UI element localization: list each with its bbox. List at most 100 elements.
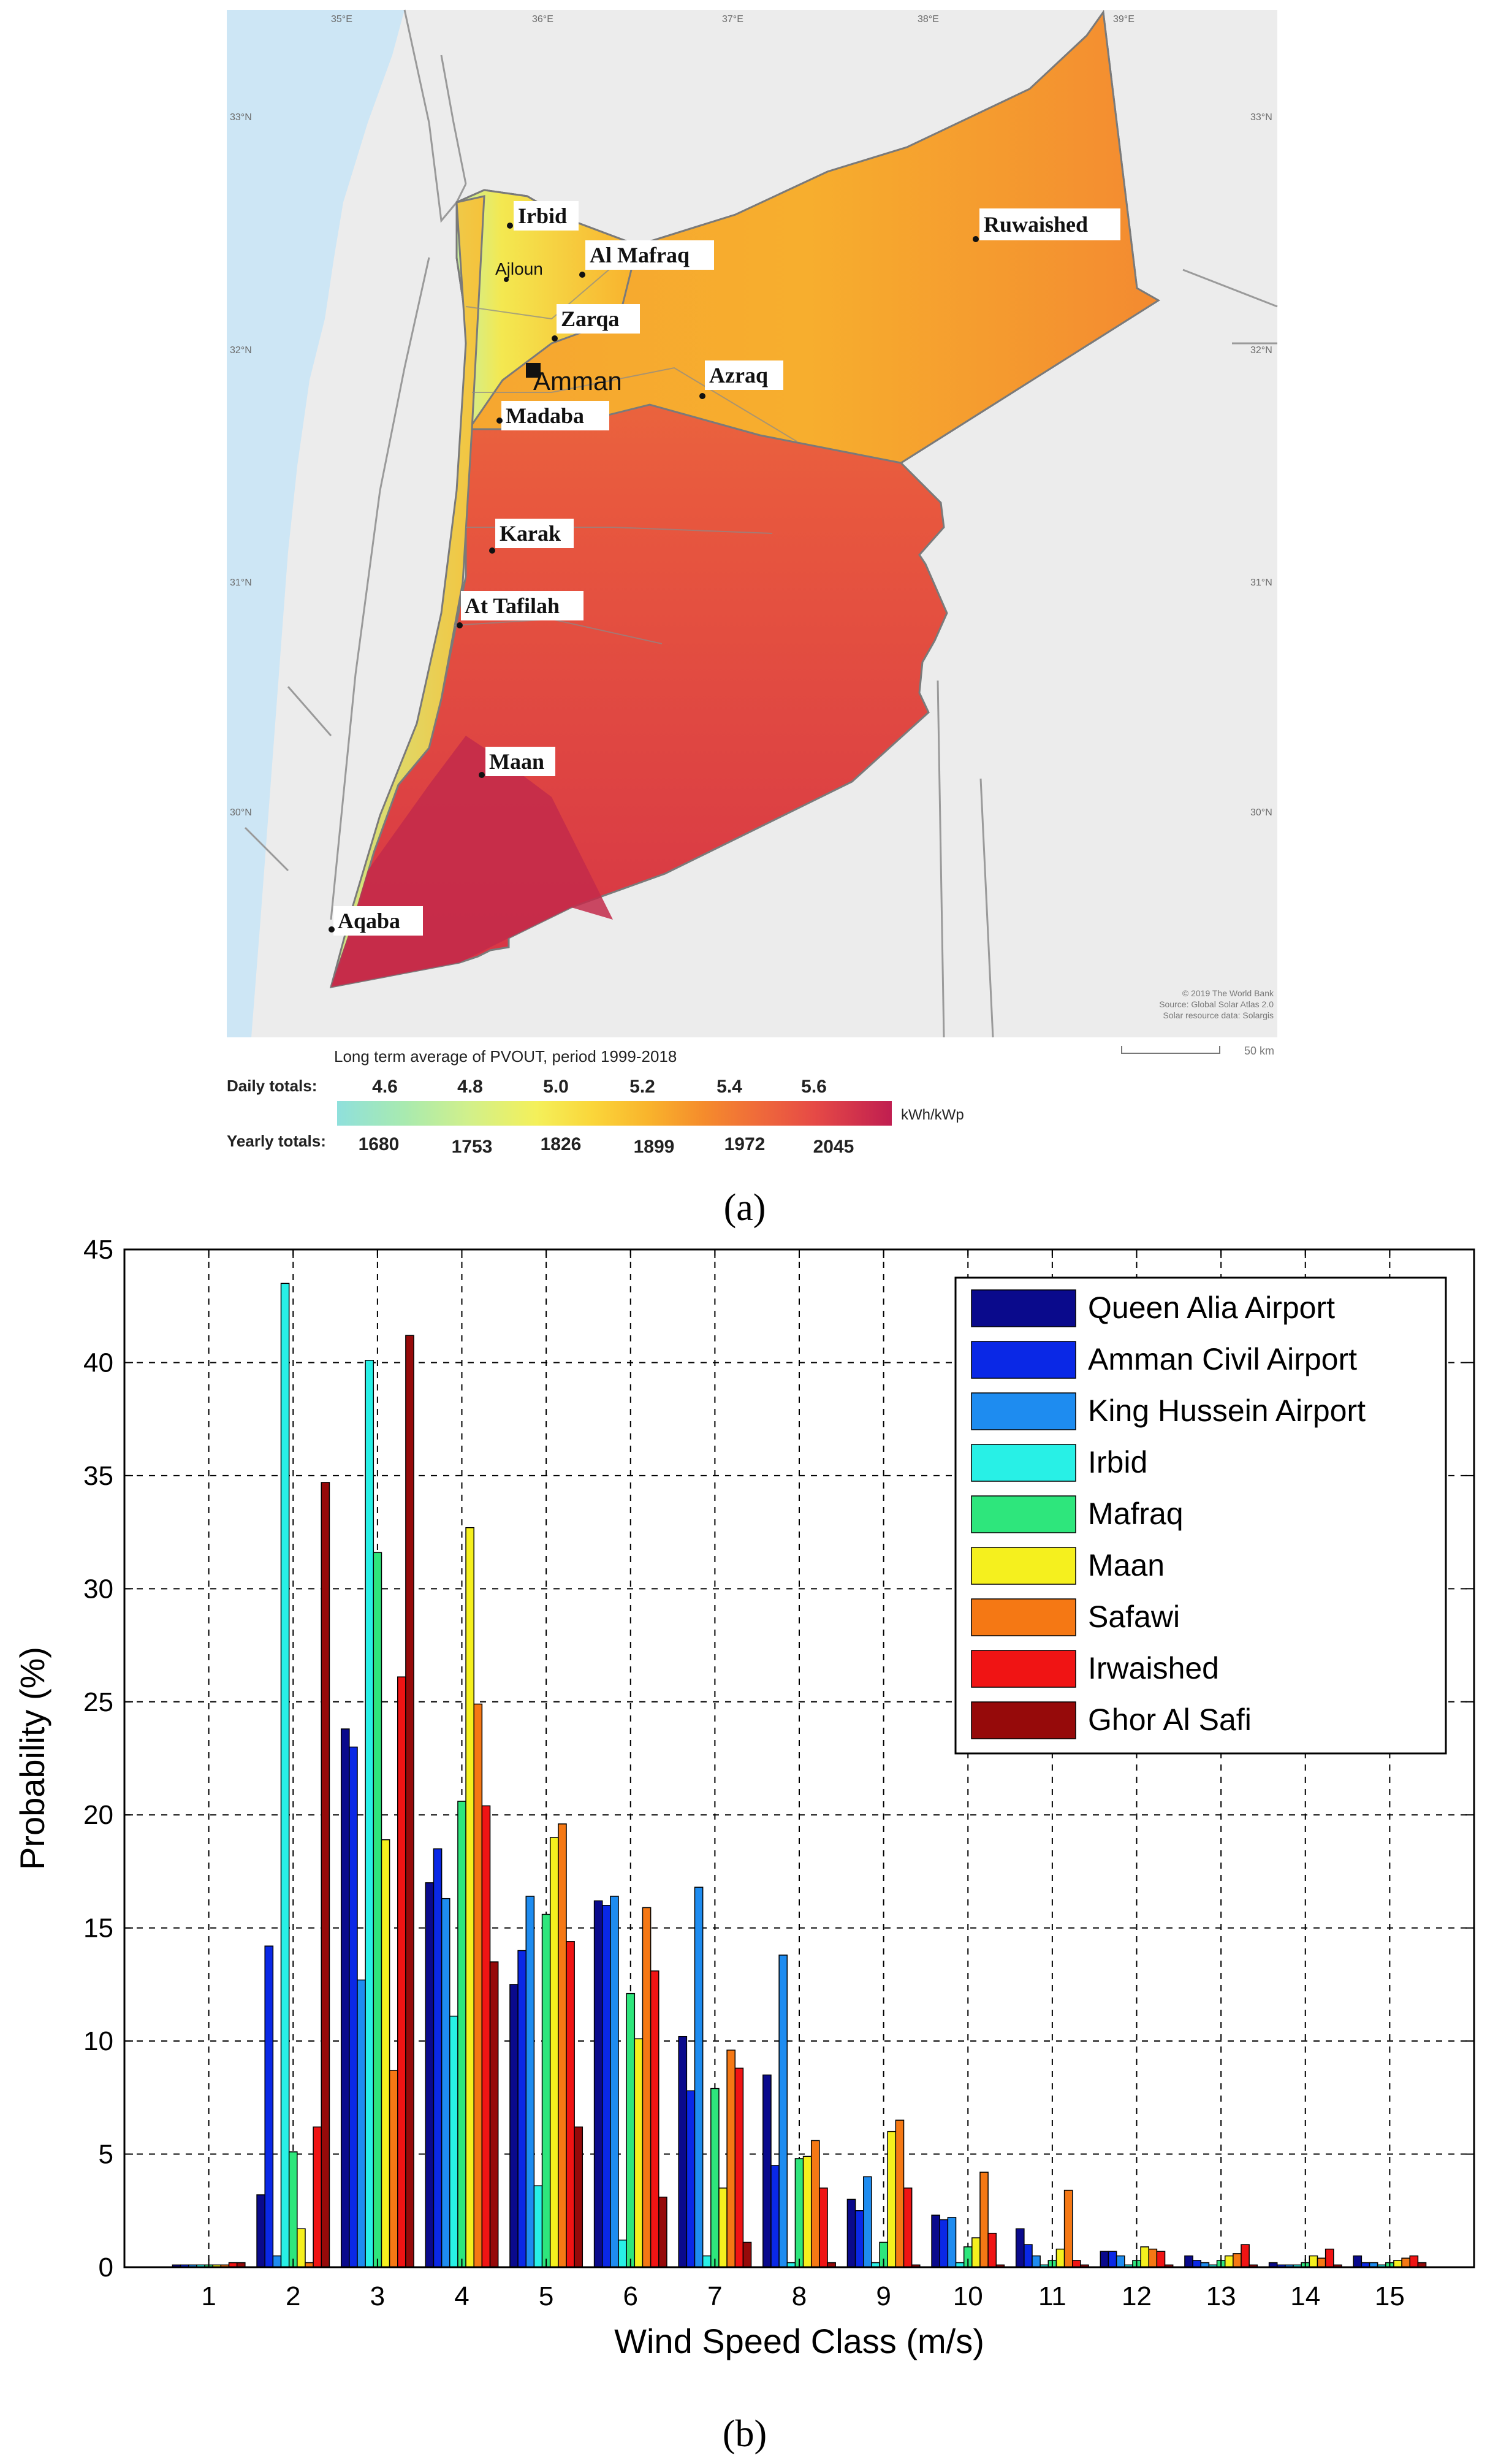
- bar-amman-civil-airport: [686, 2090, 696, 2268]
- y-tick-label: 45: [83, 1235, 113, 1265]
- daily-value: 5.2: [629, 1077, 655, 1097]
- chart-ticks: [124, 1249, 1474, 2268]
- daily-value: 5.4: [716, 1077, 742, 1097]
- x-tick-label: 2: [286, 2281, 300, 2311]
- bar-maan: [549, 1837, 559, 2268]
- x-tick-label: 11: [1038, 2281, 1066, 2311]
- bar-irwaished: [1325, 2248, 1334, 2268]
- map-credits: © 2019 The World Bank Source: Global Sol…: [1159, 988, 1274, 1020]
- bar-queen-alia-airport: [340, 1728, 350, 2268]
- bar-irbid: [533, 2185, 543, 2268]
- legend-swatch: [971, 1289, 1076, 1327]
- credit-line: Solar resource data: Solargis: [1163, 1010, 1274, 1020]
- bar-irwaished: [1072, 2260, 1081, 2268]
- legend-entry: Irwaished: [1088, 1651, 1219, 1685]
- y-tick-labels: 0 5 10 15 20 25 30 35 40 45: [83, 1235, 113, 2283]
- lat-label: 33°N: [230, 112, 252, 123]
- scale-bar: 50 km: [1121, 1045, 1274, 1057]
- lat-label: 32°N: [230, 345, 252, 356]
- bar-king-hussein-airport: [1116, 2255, 1125, 2268]
- legend-entry: King Hussein Airport: [1088, 1394, 1366, 1428]
- bar-maan: [718, 2187, 728, 2268]
- credit-line: Source: Global Solar Atlas 2.0: [1159, 999, 1274, 1009]
- bar-mafraq: [794, 2158, 804, 2268]
- yearly-value: 1899: [634, 1137, 675, 1157]
- bar-king-hussein-airport: [1032, 2255, 1041, 2268]
- lat-label: 30°N: [1250, 807, 1272, 818]
- city-al-mafraq: Al Mafraq: [590, 243, 690, 267]
- legend-swatch: [971, 1495, 1076, 1533]
- bar-irwaished: [1409, 2255, 1419, 2268]
- lat-label: 31°N: [1250, 578, 1272, 588]
- map-coordinate-labels: 35°E 36°E 37°E 38°E 39°E 33°N 32°N 31°N …: [230, 14, 1272, 818]
- bar-amman-civil-airport: [349, 1746, 358, 2268]
- bar-safawi: [642, 1907, 652, 2268]
- bar-irwaished: [566, 1941, 575, 2268]
- bar-irwaished: [397, 1676, 406, 2268]
- x-tick-label: 13: [1206, 2281, 1236, 2311]
- city-madaba: Madaba: [506, 403, 584, 428]
- legend-color-bar: [337, 1101, 892, 1126]
- bar-amman-civil-airport: [854, 2210, 864, 2268]
- x-tick-label: 12: [1122, 2281, 1152, 2311]
- y-tick-label: 15: [83, 1913, 113, 1943]
- lon-label: 39°E: [1113, 14, 1135, 25]
- y-tick-label: 20: [83, 1800, 113, 1830]
- bar-mafraq: [457, 1801, 466, 2268]
- credit-line: © 2019 The World Bank: [1182, 988, 1274, 998]
- daily-value: 5.0: [543, 1077, 569, 1097]
- chart-bars: [172, 1283, 1427, 2268]
- x-tick-label: 6: [623, 2281, 638, 2311]
- yearly-value: 1826: [541, 1134, 582, 1154]
- lon-label: 37°E: [722, 14, 743, 25]
- x-tick-labels: 1 2 3 4 5 6 7 8 9 10 11 12 13 14 15: [201, 2281, 1404, 2311]
- city-labels: Irbid Ajloun Al Mafraq Zarqa Amman Azraq…: [329, 201, 1120, 936]
- bar-irwaished: [734, 2067, 744, 2268]
- legend-swatch: [971, 1650, 1076, 1688]
- bar-amman-civil-airport: [433, 1848, 443, 2268]
- legend-entry: Safawi: [1088, 1600, 1180, 1634]
- city-azraq: Azraq: [709, 363, 768, 387]
- yearly-value: 2045: [813, 1137, 854, 1157]
- lat-label: 30°N: [230, 807, 252, 818]
- x-tick-label: 10: [953, 2281, 983, 2311]
- y-tick-label: 5: [99, 2140, 113, 2170]
- sea-area: [227, 10, 405, 1037]
- bar-maan: [465, 1527, 474, 2268]
- chart-legend: Queen Alia Airport Amman Civil Airport Kin…: [954, 1276, 1447, 1755]
- bar-irwaished: [1156, 2251, 1166, 2268]
- yearly-totals-label: Yearly totals:: [227, 1132, 326, 1150]
- bar-queen-alia-airport: [509, 1984, 519, 2268]
- y-tick-label: 40: [83, 1348, 113, 1378]
- city-aqaba: Aqaba: [338, 909, 400, 933]
- bar-queen-alia-airport: [425, 1882, 435, 2268]
- y-axis-label: Probability (%): [13, 1647, 51, 1870]
- x-tick-label: 9: [876, 2281, 891, 2311]
- x-tick-label: 7: [707, 2281, 722, 2311]
- y-tick-label: 35: [83, 1461, 113, 1491]
- neighbor-borders: [244, 9, 1278, 1038]
- city-ajloun: Ajloun: [495, 259, 543, 278]
- city-zarqa: Zarqa: [561, 307, 619, 331]
- yearly-value: 1972: [724, 1134, 766, 1154]
- lon-label: 36°E: [532, 14, 553, 25]
- bar-maan: [1309, 2255, 1318, 2268]
- lon-label: 35°E: [331, 14, 352, 25]
- y-tick-label: 0: [99, 2252, 113, 2283]
- legend-swatch: [971, 1444, 1076, 1482]
- bar-maan: [887, 2130, 897, 2268]
- x-tick-label: 3: [370, 2281, 385, 2311]
- city-ruwaished: Ruwaished: [984, 212, 1088, 237]
- bar-irbid: [618, 2239, 627, 2268]
- x-tick-label: 5: [539, 2281, 553, 2311]
- bar-king-hussein-airport: [610, 1896, 619, 2268]
- solar-map-panel: 35°E 36°E 37°E 38°E 39°E 33°N 32°N 31°N …: [227, 9, 1278, 1057]
- bar-mafraq: [626, 1993, 636, 2268]
- bar-safawi: [895, 2119, 905, 2268]
- daily-totals-label: Daily totals:: [227, 1077, 317, 1095]
- bar-maan: [1224, 2255, 1234, 2268]
- bar-mafraq: [710, 2088, 720, 2268]
- bar-maan: [1140, 2246, 1149, 2268]
- bar-king-hussein-airport: [272, 2255, 282, 2268]
- bar-king-hussein-airport: [441, 1898, 450, 2268]
